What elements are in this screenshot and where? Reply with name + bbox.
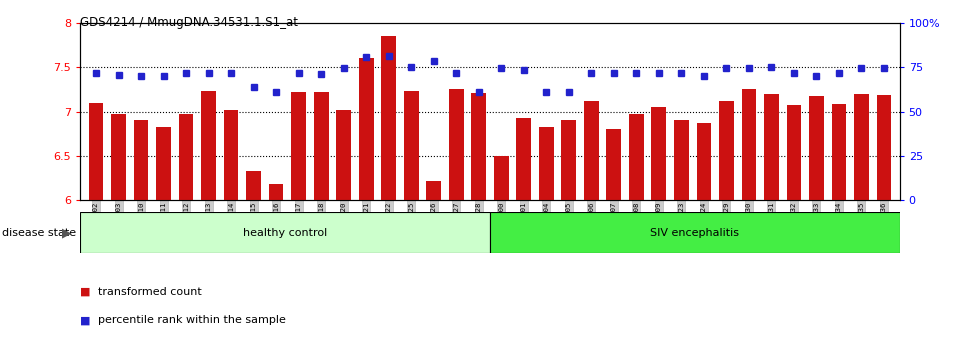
Bar [291,92,306,200]
Bar [562,120,576,200]
Text: percentile rank within the sample: percentile rank within the sample [98,315,286,325]
Bar [449,89,464,200]
Text: ■: ■ [80,287,91,297]
Bar [516,118,531,200]
Text: GDS4214 / MmugDNA.34531.1.S1_at: GDS4214 / MmugDNA.34531.1.S1_at [80,16,298,29]
Bar [246,171,261,200]
Bar [359,58,373,200]
Bar [490,212,900,253]
Bar [742,89,757,200]
Bar [178,114,193,200]
Text: disease state: disease state [2,228,76,238]
Bar [223,110,238,200]
Text: transformed count: transformed count [98,287,202,297]
Bar [134,120,148,200]
Text: healthy control: healthy control [243,228,327,238]
Text: ■: ■ [80,315,91,325]
Bar [157,127,171,200]
Text: ▶: ▶ [62,226,72,239]
Text: SIV encephalitis: SIV encephalitis [651,228,739,238]
Bar [80,212,490,253]
Bar [607,129,621,200]
Bar [629,114,644,200]
Bar [426,181,441,200]
Bar [719,101,734,200]
Bar [494,156,509,200]
Bar [269,184,283,200]
Bar [652,107,666,200]
Bar [876,95,891,200]
Bar [112,114,126,200]
Bar [674,120,689,200]
Bar [539,127,554,200]
Bar [584,101,599,200]
Bar [471,93,486,200]
Bar [787,105,802,200]
Bar [404,91,418,200]
Bar [697,123,711,200]
Bar [809,96,823,200]
Bar [336,110,351,200]
Bar [854,94,868,200]
Bar [764,94,779,200]
Bar [201,91,216,200]
Bar [832,104,846,200]
Bar [381,36,396,200]
Bar [314,92,328,200]
Bar [89,103,104,200]
